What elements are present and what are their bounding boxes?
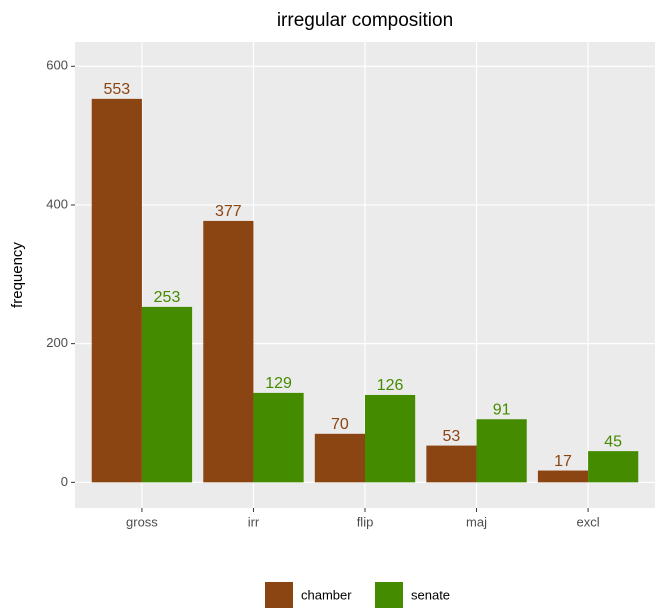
value-label: 126 [377, 377, 404, 394]
legend-swatch [375, 582, 403, 608]
bar [365, 394, 416, 483]
bar [253, 392, 304, 483]
x-tick-label: gross [126, 514, 158, 529]
x-tick-label: irr [248, 514, 260, 529]
chart-title: irregular composition [277, 10, 453, 31]
value-label: 53 [443, 428, 461, 445]
value-label: 17 [554, 453, 572, 470]
y-tick-label: 200 [46, 335, 68, 350]
legend-label: chamber [301, 587, 352, 602]
legend-label: senate [411, 587, 450, 602]
x-tick-label: maj [466, 514, 487, 529]
bar [426, 445, 477, 483]
value-label: 553 [103, 81, 130, 98]
value-label: 91 [493, 401, 511, 418]
value-label: 377 [215, 203, 242, 220]
bar [476, 419, 527, 483]
x-tick-label: excl [577, 514, 600, 529]
legend-swatch [265, 582, 293, 608]
value-label: 129 [265, 375, 292, 392]
y-tick-label: 600 [46, 58, 68, 73]
bar [203, 220, 254, 483]
value-label: 253 [154, 289, 181, 306]
bar [91, 98, 142, 483]
y-tick-label: 0 [61, 474, 68, 489]
y-tick-label: 400 [46, 196, 68, 211]
bar [537, 470, 589, 483]
y-axis-label: frequency [9, 242, 26, 308]
value-label: 70 [331, 416, 349, 433]
bar [314, 433, 365, 483]
bar [588, 451, 639, 483]
bar [141, 306, 193, 483]
x-tick-label: flip [357, 514, 374, 529]
value-label: 45 [604, 433, 622, 450]
